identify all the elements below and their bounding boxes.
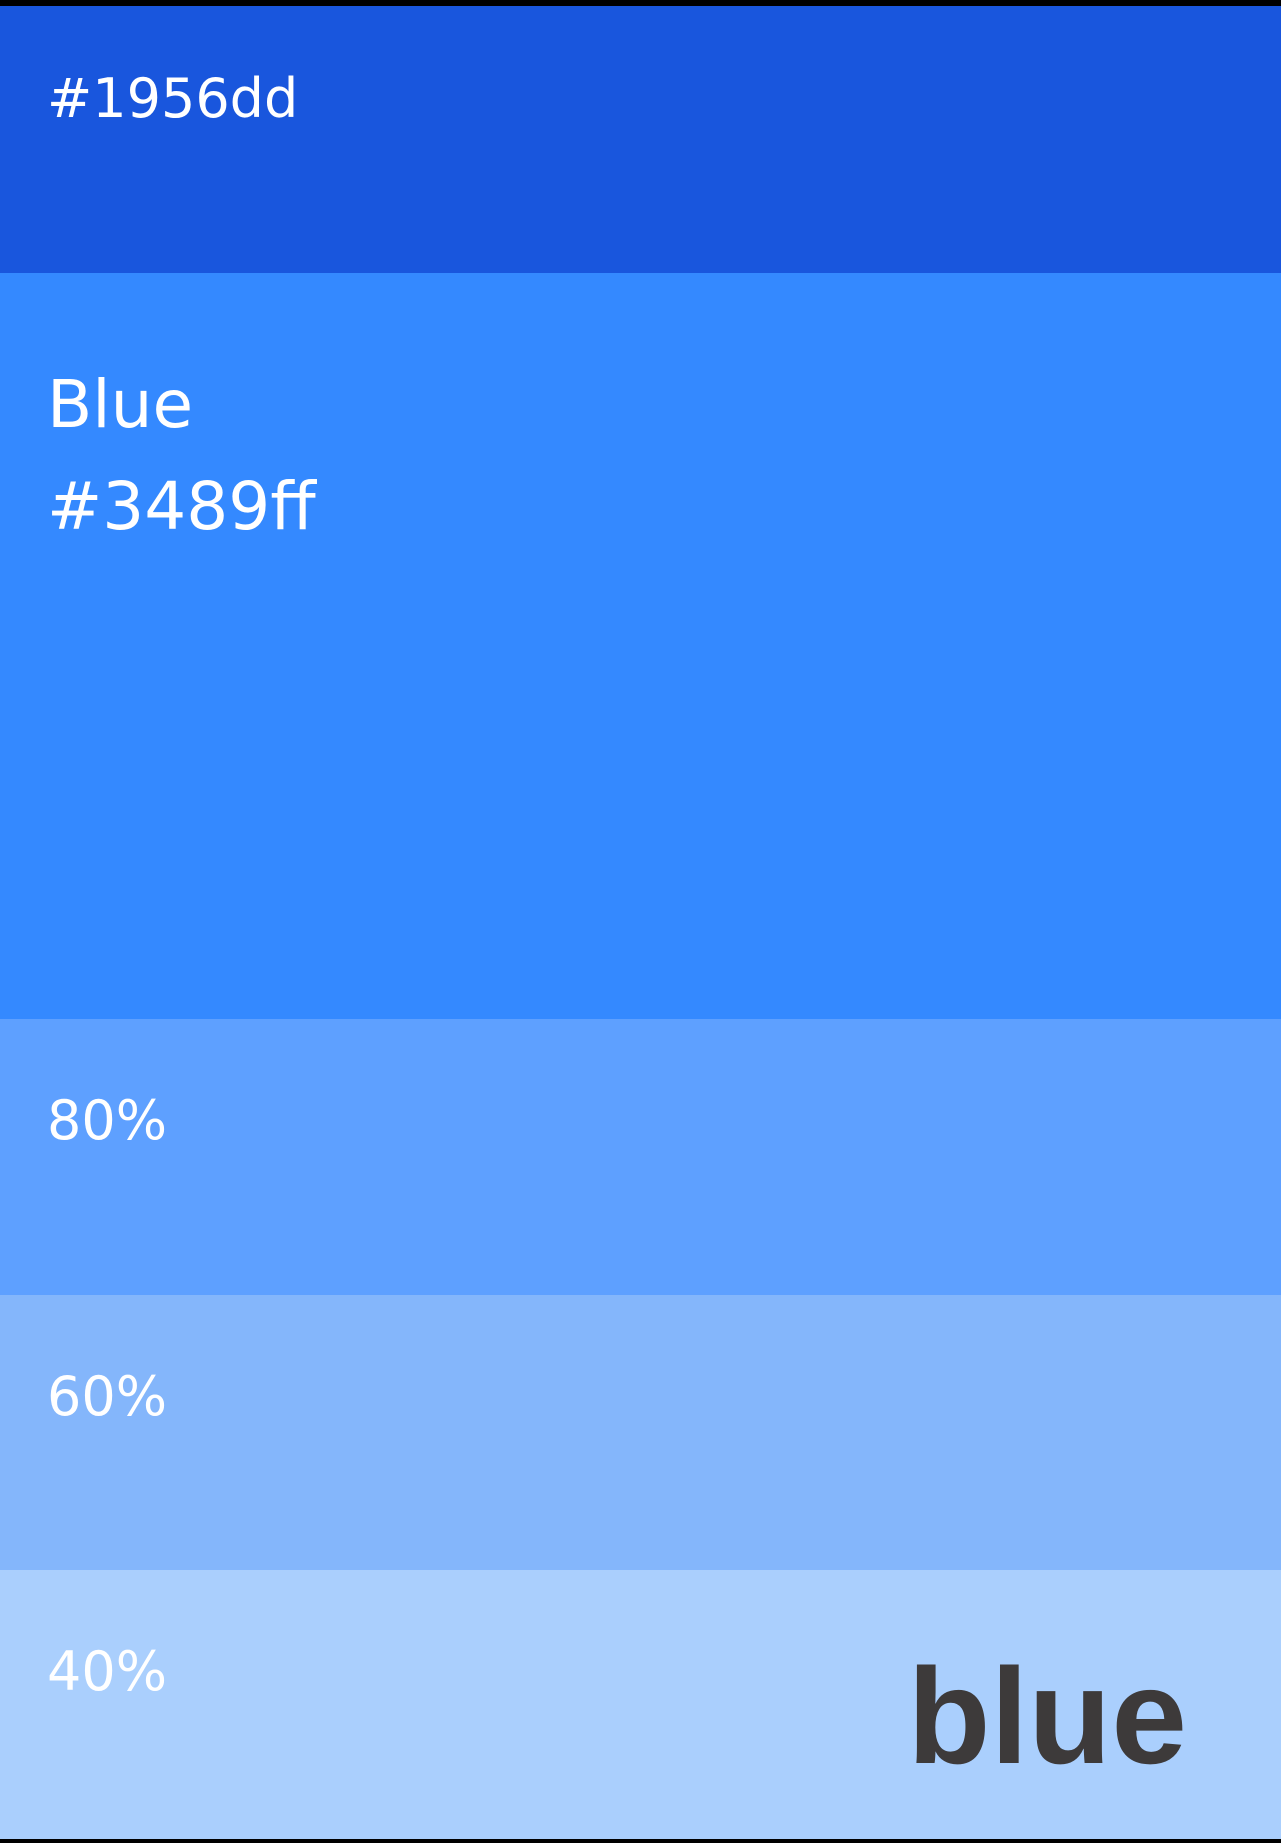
swatch: 80% [0,1019,1281,1295]
swatch-name: Blue [47,366,194,443]
swatch-tint: 60% [47,1365,168,1428]
swatch-tint: 80% [47,1089,168,1152]
swatch-hex: #3489ff [47,468,316,545]
swatch-hex: #1956dd [47,67,299,130]
swatch: 60% [0,1295,1281,1570]
swatch: #1956dd [0,6,1281,273]
swatch-tint: 40% [47,1640,168,1703]
swatch: 40% blue [0,1570,1281,1839]
swatch: Blue #3489ff [0,273,1281,1019]
brand-word: blue [907,1640,1187,1792]
